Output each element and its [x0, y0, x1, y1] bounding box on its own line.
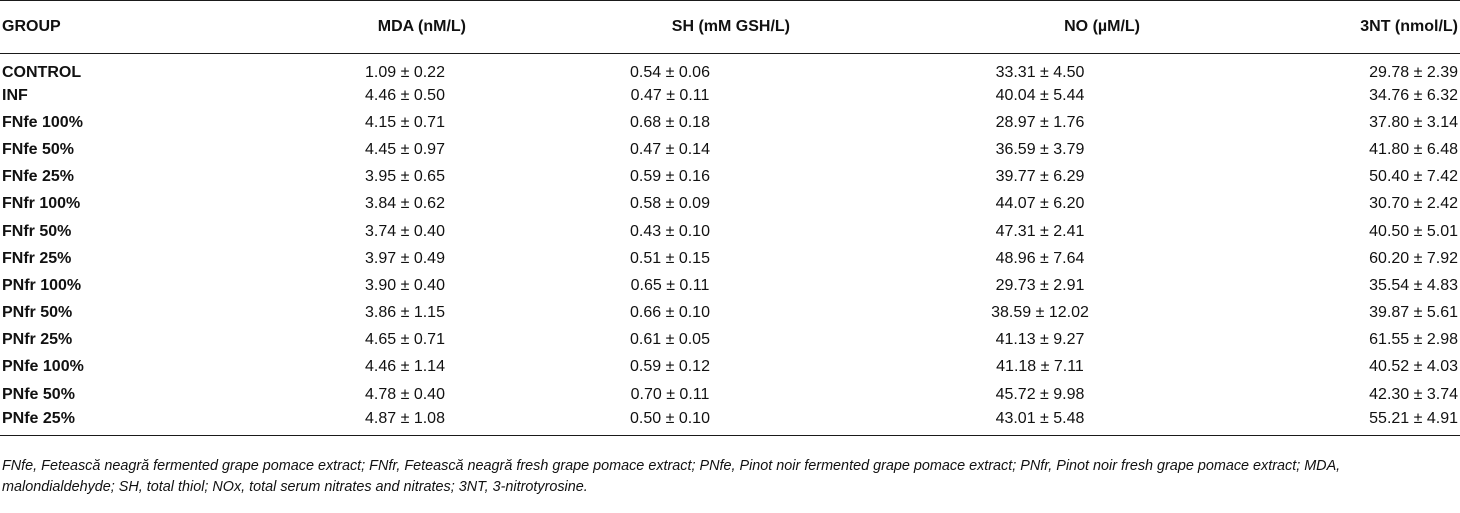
cell-no: 39.77 ± 6.29: [995, 168, 1085, 186]
cell-3nt: 30.70 ± 2.42: [1369, 195, 1458, 213]
cell-3nt: 34.76 ± 6.32: [1369, 86, 1458, 104]
results-table: GROUP MDA (nM/L) SH (mM GSH/L) NO (µM/L)…: [0, 0, 1460, 436]
cell-mda: 3.95 ± 0.65: [365, 168, 445, 186]
cell-no: 33.31 ± 4.50: [995, 64, 1085, 81]
cell-3nt: 40.52 ± 4.03: [1369, 358, 1458, 376]
cell-mda: 3.84 ± 0.62: [365, 195, 445, 213]
cell-group: FNfr 100%: [2, 195, 81, 213]
cell-mda: 4.46 ± 0.50: [365, 86, 445, 104]
cell-mda: 4.45 ± 0.97: [365, 140, 445, 158]
cell-no: 45.72 ± 9.98: [995, 385, 1085, 403]
header-3nt: 3NT (nmol/L): [1360, 18, 1458, 35]
cell-group: FNfe 50%: [2, 140, 75, 158]
cell-group: FNfr 50%: [2, 222, 72, 240]
cell-3nt: 50.40 ± 7.42: [1369, 168, 1458, 186]
cell-3nt: 61.55 ± 2.98: [1369, 331, 1458, 349]
table-row: FNfe 100% 4.15 ± 0.71 0.68 ± 0.18 28.97 ± 1…: [0, 109, 1460, 136]
cell-sh: 0.65 ± 0.11: [630, 276, 710, 294]
cell-mda: 4.46 ± 1.14: [365, 358, 445, 376]
table-footnote: FNfe, Fetească neagră fermented grape po…: [2, 457, 1341, 495]
table-row: INF 4.46 ± 0.50 0.47 ± 0.11 40.04 ± 5.44 34.…: [0, 82, 1460, 109]
cell-mda: 3.90 ± 0.40: [365, 276, 445, 294]
cell-group: PNfr 100%: [2, 276, 82, 294]
cell-no: 36.59 ± 3.79: [995, 140, 1085, 158]
cell-3nt: 37.80 ± 3.14: [1369, 113, 1458, 131]
cell-3nt: 40.50 ± 5.01: [1369, 222, 1458, 240]
table-row: FNfe 50% 4.45 ± 0.97 0.47 ± 0.14 36.59 ± 3.…: [0, 136, 1460, 163]
cell-no: 43.01 ± 5.48: [995, 409, 1085, 427]
cell-sh: 0.59 ± 0.12: [630, 358, 710, 376]
cell-group: FNfr 25%: [2, 249, 72, 267]
cell-sh: 0.54 ± 0.06: [630, 64, 710, 81]
cell-sh: 0.66 ± 0.10: [630, 304, 710, 322]
cell-3nt: 41.80 ± 6.48: [1369, 140, 1458, 158]
table-row: PNfe 25% 4.87 ± 1.08 0.50 ± 0.10 43.01 ± 5.…: [0, 408, 1460, 436]
cell-sh: 0.47 ± 0.11: [630, 86, 710, 104]
header-no: NO (µM/L): [1064, 18, 1140, 35]
table-row: PNfr 50% 3.86 ± 1.15 0.66 ± 0.10 38.59 ± 12…: [0, 300, 1460, 327]
cell-group: PNfr 25%: [2, 331, 73, 349]
cell-3nt: 42.30 ± 3.74: [1369, 385, 1458, 403]
table-body: CONTROL 1.09 ± 0.22 0.54 ± 0.06 33.31 ± 4.5…: [0, 54, 1460, 436]
header-mda: MDA (nM/L): [377, 18, 466, 35]
table-row: CONTROL 1.09 ± 0.22 0.54 ± 0.06 33.31 ± 4.5…: [0, 54, 1460, 83]
cell-group: FNfe 25%: [2, 168, 75, 186]
cell-no: 44.07 ± 6.20: [995, 195, 1085, 213]
cell-no: 41.13 ± 9.27: [995, 331, 1085, 349]
table-row: PNfe 50% 4.78 ± 0.40 0.70 ± 0.11 45.72 ± 9.…: [0, 381, 1460, 408]
cell-group: PNfe 50%: [2, 385, 75, 403]
cell-group: CONTROL: [2, 64, 82, 81]
cell-mda: 4.65 ± 0.71: [365, 331, 445, 349]
cell-no: 48.96 ± 7.64: [995, 249, 1085, 267]
header-sh: SH (mM GSH/L): [671, 18, 790, 35]
cell-mda: 4.87 ± 1.08: [365, 409, 445, 427]
table-row: FNfe 25% 3.95 ± 0.65 0.59 ± 0.16 39.77 ± 6.…: [0, 164, 1460, 191]
cell-sh: 0.59 ± 0.16: [630, 168, 710, 186]
table-row: FNfr 50% 3.74 ± 0.40 0.43 ± 0.10 47.31 ± 2.…: [0, 218, 1460, 245]
cell-group: PNfr 50%: [2, 304, 73, 322]
cell-sh: 0.51 ± 0.15: [630, 249, 710, 267]
cell-sh: 0.43 ± 0.10: [630, 222, 710, 240]
cell-3nt: 39.87 ± 5.61: [1369, 304, 1458, 322]
table-row: PNfe 100% 4.46 ± 1.14 0.59 ± 0.12 41.18 ± 7…: [0, 354, 1460, 381]
cell-group: PNfe 25%: [2, 409, 75, 427]
cell-mda: 1.09 ± 0.22: [365, 64, 445, 81]
cell-3nt: 60.20 ± 7.92: [1369, 249, 1458, 267]
cell-3nt: 55.21 ± 4.91: [1369, 409, 1458, 427]
data-table-container: GROUP MDA (nM/L) SH (mM GSH/L) NO (µM/L)…: [0, 0, 1460, 495]
header-row: GROUP MDA (nM/L) SH (mM GSH/L) NO (µM/L)…: [0, 0, 1460, 54]
cell-sh: 0.50 ± 0.10: [630, 409, 710, 427]
cell-no: 38.59 ± 12.02: [991, 304, 1089, 322]
cell-3nt: 35.54 ± 4.83: [1369, 276, 1458, 294]
table-row: FNfr 25% 3.97 ± 0.49 0.51 ± 0.15 48.96 ± 7.…: [0, 245, 1460, 272]
cell-group: PNfe 100%: [2, 358, 84, 376]
cell-group: INF: [2, 86, 28, 104]
cell-mda: 3.86 ± 1.15: [365, 304, 445, 322]
cell-no: 40.04 ± 5.44: [995, 86, 1085, 104]
cell-mda: 3.74 ± 0.40: [365, 222, 445, 240]
table-row: PNfr 25% 4.65 ± 0.71 0.61 ± 0.05 41.13 ± 9.…: [0, 327, 1460, 354]
table-row: PNfr 100% 3.90 ± 0.40 0.65 ± 0.11 29.73 ± 2…: [0, 272, 1460, 299]
cell-sh: 0.70 ± 0.11: [630, 385, 710, 403]
cell-mda: 4.15 ± 0.71: [365, 113, 445, 131]
cell-sh: 0.68 ± 0.18: [630, 113, 710, 131]
cell-sh: 0.61 ± 0.05: [630, 331, 710, 349]
table-row: FNfr 100% 3.84 ± 0.62 0.58 ± 0.09 44.07 ± 6…: [0, 191, 1460, 218]
cell-no: 29.73 ± 2.91: [995, 276, 1085, 294]
cell-no: 28.97 ± 1.76: [995, 113, 1085, 131]
cell-sh: 0.47 ± 0.14: [630, 140, 710, 158]
cell-mda: 4.78 ± 0.40: [365, 385, 445, 403]
cell-sh: 0.58 ± 0.09: [630, 195, 710, 213]
table-header: GROUP MDA (nM/L) SH (mM GSH/L) NO (µM/L)…: [0, 0, 1460, 54]
cell-no: 41.18 ± 7.11: [996, 358, 1084, 376]
cell-no: 47.31 ± 2.41: [995, 222, 1085, 240]
header-group: GROUP: [2, 18, 61, 35]
cell-3nt: 29.78 ± 2.39: [1369, 64, 1458, 81]
cell-group: FNfe 100%: [2, 113, 83, 131]
cell-mda: 3.97 ± 0.49: [365, 249, 445, 267]
